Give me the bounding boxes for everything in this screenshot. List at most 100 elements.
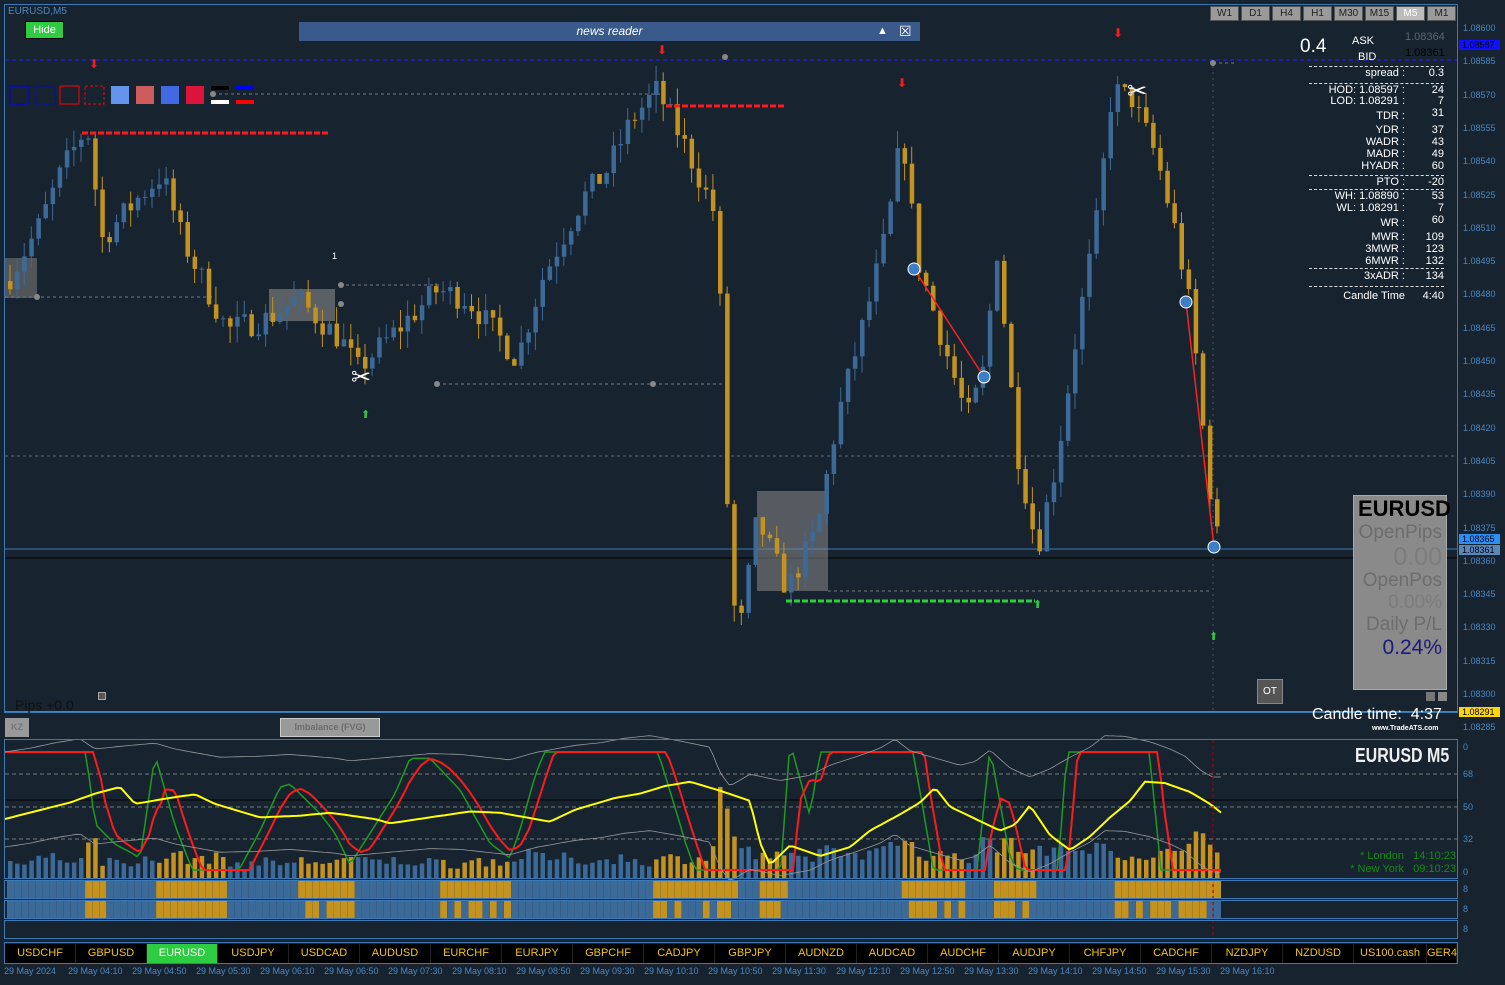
strip-cell xyxy=(262,881,270,898)
strip-cell xyxy=(624,901,632,918)
strip-cell xyxy=(177,901,185,918)
volume-bar xyxy=(874,848,879,878)
tab-gbpusd[interactable]: GBPUSD xyxy=(76,944,147,963)
rectangle-tool-icon xyxy=(59,85,80,105)
strip-cell xyxy=(383,901,391,918)
tab-audusd[interactable]: AUDUSD xyxy=(360,944,431,963)
tab-eurjpy[interactable]: EURJPY xyxy=(502,944,573,963)
strip-cell xyxy=(1057,881,1065,898)
strip-cell xyxy=(802,881,810,898)
strip-cell xyxy=(638,881,646,898)
candle-body xyxy=(100,189,105,238)
candle-body xyxy=(306,292,311,308)
candle-body xyxy=(292,297,297,306)
tab-usdcad[interactable]: USDCAD xyxy=(289,944,360,963)
tab-eurusd[interactable]: EURUSD xyxy=(147,944,218,963)
hide-button[interactable]: Hide xyxy=(25,21,64,39)
volume-bar xyxy=(810,861,815,878)
volume-bar xyxy=(455,868,460,878)
volume-bar xyxy=(604,859,609,878)
tab-usdchf[interactable]: USDCHF xyxy=(5,944,76,963)
price-tick: 1.08525 xyxy=(1463,189,1496,200)
tab-nzdjpy[interactable]: NZDJPY xyxy=(1212,944,1283,963)
strip-cell xyxy=(234,901,242,918)
timeframe-m15[interactable]: M15 xyxy=(1365,6,1394,21)
strip-cell xyxy=(653,901,661,918)
strip-cell xyxy=(738,881,746,898)
small-toggle[interactable] xyxy=(98,692,106,700)
imbalance-fvg-button[interactable]: Imbalance (FVG) xyxy=(280,718,380,737)
volume-bar xyxy=(334,859,340,878)
strip-cell xyxy=(915,901,923,918)
strip-cell xyxy=(504,881,511,898)
strip-cell xyxy=(1029,901,1037,918)
volume-bar xyxy=(512,861,517,878)
osc-level-32: 32 xyxy=(1463,834,1474,844)
timeframe-m1[interactable]: M1 xyxy=(1427,6,1456,21)
strip-cell xyxy=(14,881,22,898)
time-tick: 29 May 2024 xyxy=(4,966,57,976)
price-tick: 1.08405 xyxy=(1463,455,1496,466)
candle-body xyxy=(945,344,950,357)
close-icon[interactable]: ☒ xyxy=(899,23,912,39)
strip-cell xyxy=(958,901,966,918)
strip-cell xyxy=(688,881,696,898)
tab-audjpy[interactable]: AUDJPY xyxy=(999,944,1070,963)
news-reader-bar[interactable]: news reader ▲ ☒ xyxy=(299,22,920,41)
color-swatch xyxy=(111,86,129,104)
strip-cell xyxy=(354,881,362,898)
candle-body xyxy=(405,315,411,332)
volume-bar xyxy=(689,862,695,878)
panel-toggle-1[interactable] xyxy=(1426,692,1435,701)
strip-cell xyxy=(702,881,710,898)
candle-body xyxy=(1108,112,1113,159)
kz-button[interactable]: KZ xyxy=(5,718,29,737)
tab-usdjpy[interactable]: USDJPY xyxy=(218,944,289,963)
strip-cell xyxy=(1192,901,1200,918)
tab-chfjpy[interactable]: CHFJPY xyxy=(1070,944,1141,963)
tab-cadchf[interactable]: CADCHF xyxy=(1141,944,1212,963)
timeframe-d1[interactable]: D1 xyxy=(1241,6,1270,21)
tab-gbpjpy[interactable]: GBPJPY xyxy=(715,944,786,963)
tab-gbpchf[interactable]: GBPCHF xyxy=(573,944,644,963)
tab-nzdusd[interactable]: NZDUSD xyxy=(1283,944,1354,963)
strip-cell xyxy=(972,881,980,898)
volume-bar xyxy=(370,859,375,878)
strip-cell xyxy=(21,881,29,898)
tab-ger4[interactable]: GER4 xyxy=(1427,944,1457,963)
strip-cell xyxy=(241,881,249,898)
volume-bar xyxy=(377,859,382,878)
timeframe-m5[interactable]: M5 xyxy=(1396,6,1425,21)
tab-audnzd[interactable]: AUDNZD xyxy=(786,944,857,963)
candle-body xyxy=(1094,210,1099,254)
candle-body xyxy=(1058,440,1064,483)
volume-bar xyxy=(583,864,588,878)
strip-cell xyxy=(1164,901,1172,918)
volume-bar xyxy=(1030,849,1035,878)
info-value: 24 xyxy=(1431,84,1444,96)
tab-audchf[interactable]: AUDCHF xyxy=(928,944,999,963)
strip-cell xyxy=(397,881,405,898)
timeframe-w1[interactable]: W1 xyxy=(1210,6,1239,21)
panel-toggle-2[interactable] xyxy=(1438,692,1447,701)
rectangle-tool-icon xyxy=(35,85,56,105)
strip-cell xyxy=(1079,881,1087,898)
volume-bar xyxy=(497,865,503,878)
volume-bar xyxy=(405,864,411,878)
timeframe-h1[interactable]: H1 xyxy=(1303,6,1332,21)
timeframe-h4[interactable]: H4 xyxy=(1272,6,1301,21)
tab-eurchf[interactable]: EURCHF xyxy=(431,944,502,963)
tab-audcad[interactable]: AUDCAD xyxy=(857,944,928,963)
tab-cadjpy[interactable]: CADJPY xyxy=(644,944,715,963)
rectangle-tool-icon xyxy=(9,85,30,105)
strip-cell xyxy=(319,901,327,918)
strip-cell xyxy=(752,881,760,898)
timeframe-m30[interactable]: M30 xyxy=(1334,6,1363,21)
tab-us100-cash[interactable]: US100.cash xyxy=(1354,944,1427,963)
collapse-icon[interactable]: ▲ xyxy=(877,25,888,37)
ot-button[interactable]: OT xyxy=(1257,679,1283,704)
strip-cell xyxy=(255,881,263,898)
strip-cell xyxy=(511,881,519,898)
strip-cell xyxy=(269,901,277,918)
